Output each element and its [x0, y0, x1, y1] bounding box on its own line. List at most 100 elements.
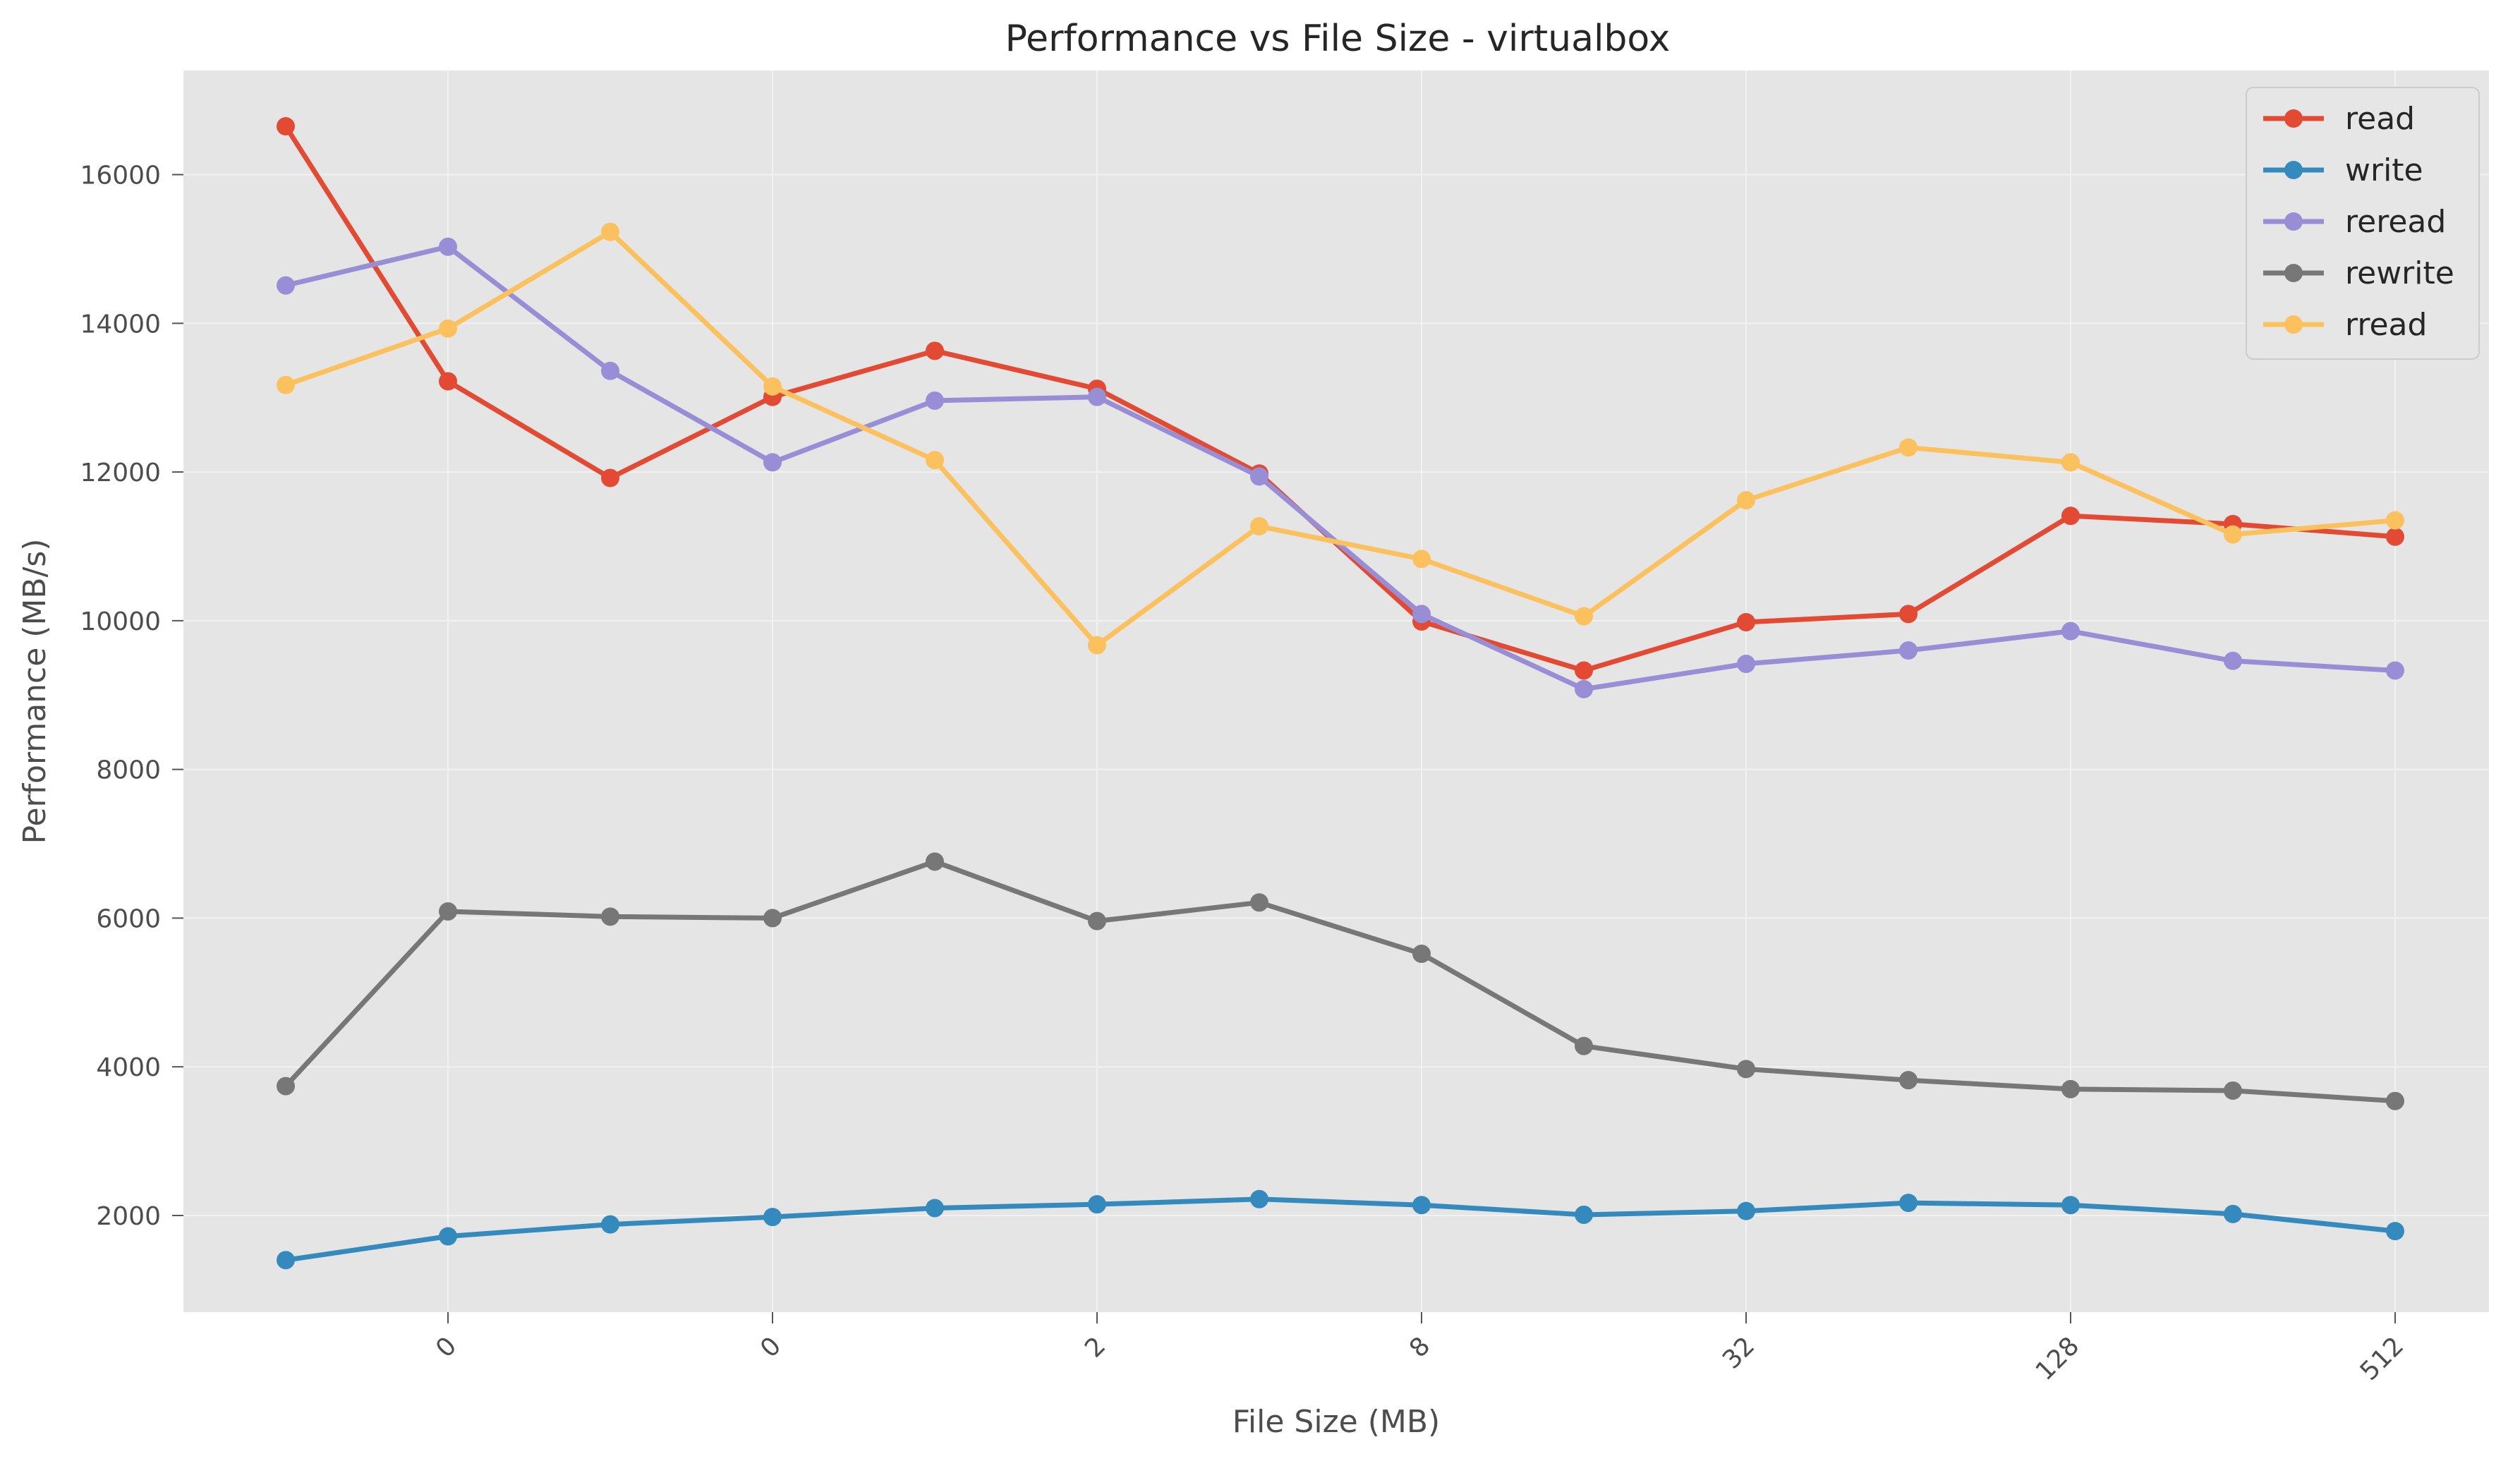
data-point-reread — [926, 391, 944, 410]
series-line-rewrite — [283, 859, 2398, 1104]
data-point-read — [277, 117, 295, 136]
legend-label: rewrite — [2345, 255, 2454, 291]
data-point-write — [2386, 1222, 2404, 1241]
data-point-rewrite — [1250, 893, 1268, 912]
chart-title: Performance vs File Size - virtualbox — [1005, 18, 1671, 60]
x-tick-label: 0 — [755, 1331, 787, 1363]
y-tick-label: 12000 — [80, 459, 161, 487]
data-point-write — [277, 1251, 295, 1270]
series-line-rread — [283, 229, 2398, 648]
data-point-read — [601, 468, 619, 487]
data-point-rread — [2224, 525, 2242, 544]
data-point-rread — [926, 451, 944, 470]
legend-item-rewrite: rewrite — [2263, 255, 2454, 291]
legend-label: read — [2345, 101, 2415, 137]
series-layer — [277, 117, 2404, 1270]
data-point-write — [763, 1208, 782, 1227]
y-tick-label: 16000 — [80, 162, 161, 190]
legend: read write reread rewrite rread — [2246, 87, 2480, 360]
data-point-reread — [1088, 387, 1106, 406]
data-point-rewrite — [1899, 1071, 1918, 1090]
x-tick-label: 32 — [1717, 1331, 1760, 1374]
data-point-rread — [277, 375, 295, 394]
data-point-rread — [2061, 453, 2080, 472]
data-point-rread — [763, 377, 782, 396]
x-axis-label: File Size (MB) — [1232, 1404, 1440, 1440]
data-point-rewrite — [277, 1077, 295, 1096]
data-point-rewrite — [1412, 945, 1431, 964]
data-point-write — [2224, 1204, 2242, 1223]
data-point-rewrite — [2224, 1081, 2242, 1100]
data-point-write — [1088, 1195, 1106, 1214]
data-point-write — [2061, 1196, 2080, 1215]
legend-label: write — [2345, 152, 2423, 188]
y-tick-label: 8000 — [96, 756, 161, 785]
y-tick-label: 6000 — [96, 904, 161, 933]
legend-marker — [2284, 212, 2303, 231]
data-point-reread — [763, 453, 782, 472]
data-point-write — [601, 1215, 619, 1234]
legend-marker — [2284, 315, 2303, 334]
data-point-read — [926, 341, 944, 360]
data-point-reread — [1412, 605, 1431, 624]
x-tick-label: 2 — [1079, 1331, 1111, 1363]
data-point-read — [1575, 661, 1593, 680]
series-line-write — [283, 1196, 2398, 1263]
legend-label: rread — [2345, 307, 2427, 343]
legend-box — [2246, 87, 2480, 360]
data-point-reread — [1250, 467, 1268, 486]
y-tick-label: 4000 — [96, 1053, 161, 1082]
data-point-rread — [2386, 511, 2404, 530]
data-point-rread — [1899, 438, 1918, 457]
y-tick-label: 2000 — [96, 1202, 161, 1231]
data-point-rewrite — [1088, 911, 1106, 930]
data-point-rewrite — [601, 907, 619, 926]
data-point-rewrite — [1737, 1060, 1755, 1079]
data-point-read — [1737, 612, 1755, 631]
data-point-reread — [2061, 622, 2080, 641]
data-point-reread — [1899, 641, 1918, 660]
data-point-rread — [1575, 607, 1593, 626]
data-point-reread — [601, 361, 619, 380]
data-point-reread — [1575, 679, 1593, 698]
data-point-write — [439, 1227, 457, 1246]
data-point-reread — [1737, 655, 1755, 674]
y-tick-label: 10000 — [80, 607, 161, 636]
data-point-rread — [1088, 636, 1106, 655]
y-axis: 2000 4000 6000 8000 10000 12000 14000 16000 — [80, 162, 183, 1231]
data-point-rewrite — [439, 902, 457, 921]
x-tick-label: 8 — [1404, 1331, 1436, 1363]
x-tick-label: 0 — [430, 1331, 462, 1363]
legend-marker — [2284, 264, 2303, 282]
series-rewrite — [277, 852, 2404, 1110]
grid-lines — [183, 71, 2489, 1312]
y-axis-label: Performance (MB/s) — [17, 538, 53, 844]
data-point-rewrite — [1575, 1036, 1593, 1055]
data-point-rewrite — [926, 852, 944, 871]
data-point-write — [1575, 1205, 1593, 1224]
data-point-write — [1250, 1189, 1268, 1208]
x-axis: 0 0 2 8 32 128 512 — [430, 1312, 2409, 1386]
legend-marker — [2284, 109, 2303, 128]
series-line-reread — [283, 244, 2398, 692]
data-point-reread — [2386, 661, 2404, 680]
legend-label: reread — [2345, 204, 2446, 240]
data-point-rread — [1250, 517, 1268, 536]
legend-item-rread: rread — [2263, 307, 2427, 343]
y-tick-label: 14000 — [80, 310, 161, 339]
x-tick-label: 512 — [2355, 1331, 2410, 1386]
data-point-reread — [439, 237, 457, 256]
data-point-read — [2061, 507, 2080, 526]
data-point-reread — [2224, 651, 2242, 670]
legend-item-reread: reread — [2263, 204, 2446, 240]
data-point-write — [926, 1199, 944, 1218]
data-point-write — [1412, 1196, 1431, 1215]
series-rread — [277, 222, 2404, 655]
data-point-rewrite — [763, 909, 782, 928]
data-point-rread — [1737, 491, 1755, 510]
data-point-rewrite — [2386, 1091, 2404, 1110]
legend-marker — [2284, 161, 2303, 179]
data-point-rread — [601, 222, 619, 241]
data-point-write — [1737, 1201, 1755, 1220]
data-point-rewrite — [2061, 1079, 2080, 1098]
